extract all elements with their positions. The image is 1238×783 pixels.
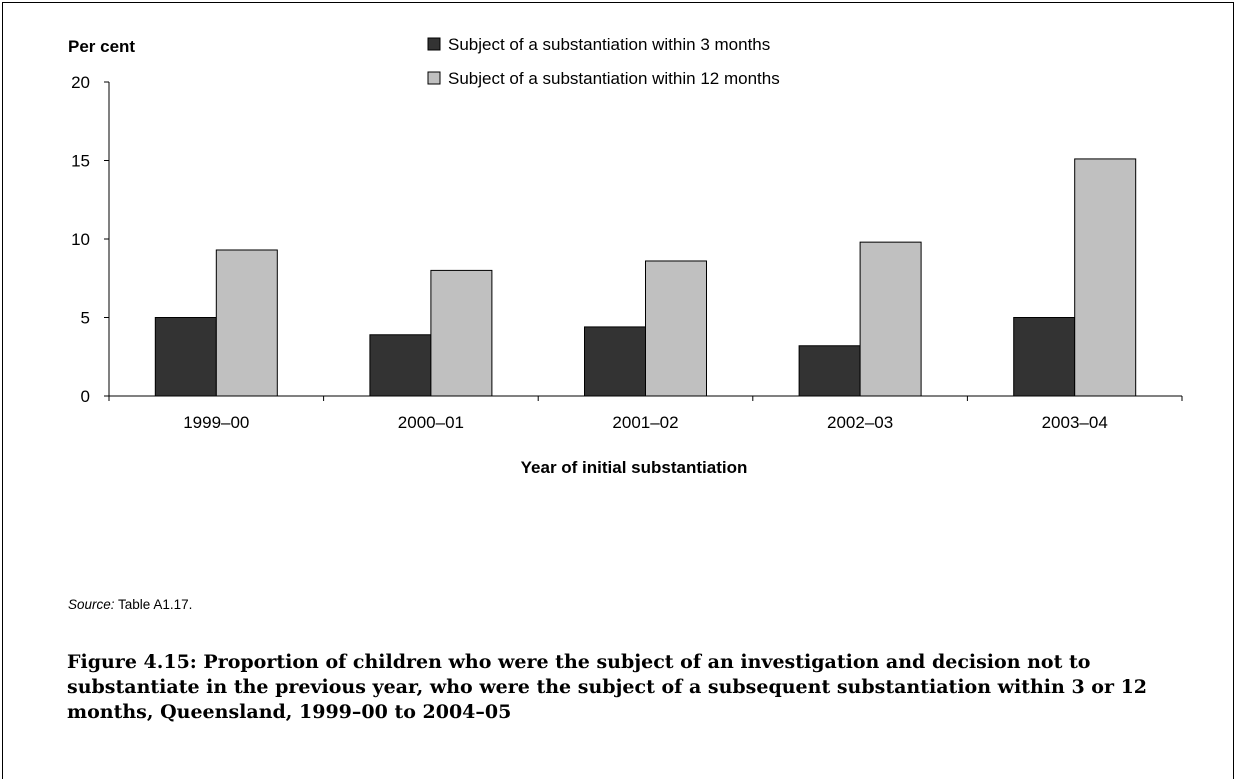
- bar-3-months: [154, 317, 217, 397]
- bar-3-months: [584, 326, 646, 397]
- legend: Subject of a substantiation within 3 mon…: [427, 35, 780, 88]
- x-axis-title: Year of initial substantiation: [521, 458, 748, 477]
- y-axis-title: Per cent: [68, 37, 135, 56]
- legend-swatch-12-months: [427, 71, 441, 85]
- y-tick-label: 20: [71, 73, 90, 92]
- x-axis: 1999–00 2000–01 2001–02 2002–03 2003–04: [108, 395, 1183, 432]
- bar-12-months: [430, 269, 493, 397]
- bar-3-months: [1013, 317, 1076, 397]
- y-tick-label: 5: [81, 309, 90, 328]
- figure-caption: Figure 4.15: Proportion of children who …: [67, 651, 1148, 723]
- bars: [154, 158, 1137, 397]
- bar-3-months: [369, 334, 432, 397]
- legend-swatch-3-months: [427, 37, 441, 51]
- bar-12-months: [1074, 158, 1137, 397]
- legend-label-12-months: Subject of a substantiation within 12 mo…: [448, 69, 780, 88]
- x-tick-label: 1999–00: [183, 413, 249, 432]
- source-label: Source:: [68, 597, 115, 612]
- y-tick-label: 15: [71, 152, 90, 171]
- legend-label-3-months: Subject of a substantiation within 3 mon…: [448, 35, 770, 54]
- bar-12-months: [215, 249, 278, 397]
- x-tick-label: 2003–04: [1042, 413, 1108, 432]
- bar-12-months: [859, 241, 922, 397]
- x-tick-label: 2002–03: [827, 413, 893, 432]
- x-tick-label: 2000–01: [398, 413, 464, 432]
- y-tick-label: 10: [71, 230, 90, 249]
- source-note: Source: Table A1.17.: [68, 597, 192, 612]
- source-text: Table A1.17.: [114, 597, 193, 612]
- bar-3-months: [798, 345, 861, 397]
- y-tick-label: 0: [81, 387, 90, 406]
- x-tick-label: 2001–02: [612, 413, 678, 432]
- y-axis: 0 5 10 15 20: [71, 73, 110, 406]
- bar-12-months: [645, 260, 707, 397]
- bar-chart: Per cent Subject of a substantiation wit…: [68, 35, 1183, 477]
